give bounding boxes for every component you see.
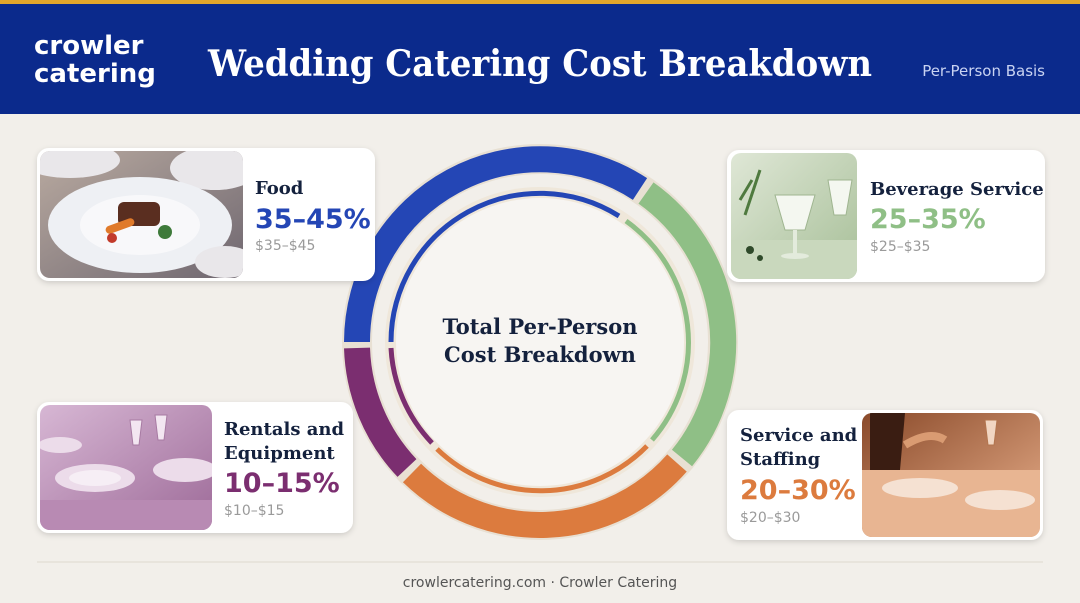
card-service: Service and Staffing 20–30% $20–$30 bbox=[727, 410, 1043, 540]
ring-segment-rentals bbox=[344, 347, 417, 477]
footer-text: crowlercatering.com · Crowler Catering bbox=[403, 575, 677, 591]
center-title: Total Per-Person Cost Breakdown bbox=[443, 314, 638, 367]
card-range: 20–30% bbox=[740, 475, 856, 506]
card-title: Equipment bbox=[224, 443, 335, 464]
card-image bbox=[40, 405, 212, 530]
card-food: Food 35–45% $35–$45 bbox=[37, 148, 375, 281]
ring-center bbox=[396, 198, 684, 486]
card-image bbox=[731, 153, 857, 279]
ring-inner-food bbox=[388, 190, 621, 343]
header-stripe bbox=[0, 0, 1080, 4]
card-range: 35–45% bbox=[255, 204, 371, 235]
ring-segment-food bbox=[344, 146, 648, 343]
card-price: $25–$35 bbox=[870, 239, 930, 255]
logo: crowler catering bbox=[34, 31, 156, 89]
ring-inner-service bbox=[435, 444, 649, 494]
card-title: Service and bbox=[740, 425, 858, 446]
card-rentals: Rentals and Equipment 10–15% $10–$15 bbox=[37, 402, 353, 533]
card-title: Rentals and bbox=[224, 419, 344, 440]
ring-inner-beverage bbox=[624, 218, 691, 442]
card-range: 10–15% bbox=[224, 468, 340, 499]
page-title: Wedding Catering Cost Breakdown bbox=[207, 43, 872, 85]
card-beverage: Beverage Service 25–35% $25–$35 bbox=[727, 150, 1045, 282]
card-title: Beverage Service bbox=[870, 179, 1044, 200]
header-bar bbox=[0, 0, 1080, 114]
card-image bbox=[862, 413, 1040, 537]
card-image bbox=[40, 151, 243, 278]
logo-line: crowler bbox=[34, 31, 144, 61]
ring-segment-beverage bbox=[638, 182, 737, 467]
card-price: $10–$15 bbox=[224, 503, 284, 519]
card-title: Food bbox=[255, 178, 304, 199]
logo-line: catering bbox=[34, 59, 156, 89]
center-title-line: Total Per-Person bbox=[443, 314, 638, 339]
card-price: $35–$45 bbox=[255, 238, 315, 254]
center-title-line: Cost Breakdown bbox=[444, 342, 636, 367]
card-range: 25–35% bbox=[870, 204, 986, 235]
ring-segment-service bbox=[402, 454, 687, 538]
page-subtitle: Per-Person Basis bbox=[922, 62, 1045, 80]
card-price: $20–$30 bbox=[740, 510, 800, 526]
ring bbox=[342, 144, 738, 540]
card-title: Staffing bbox=[740, 449, 821, 470]
ring-inner-rentals bbox=[388, 347, 434, 445]
